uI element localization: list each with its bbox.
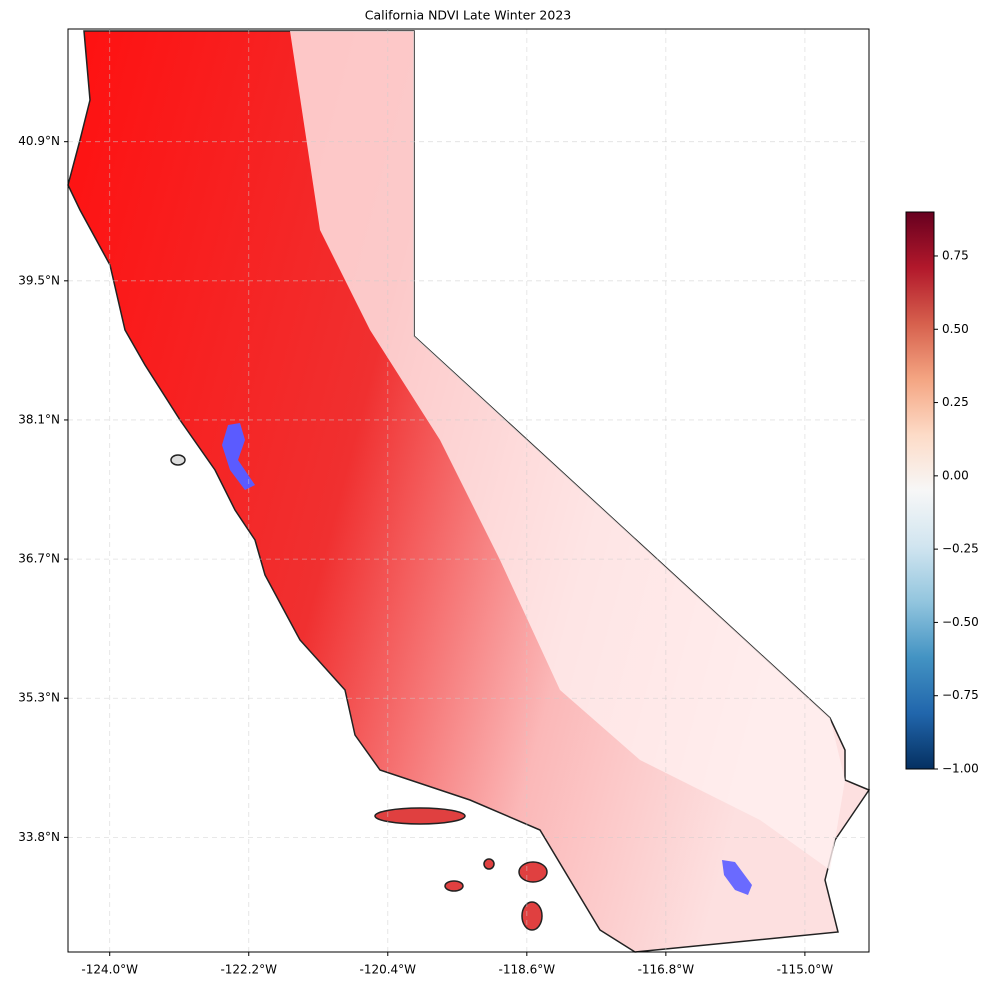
x-tick-label: -124.0°W bbox=[81, 963, 138, 977]
plot-frame bbox=[67, 28, 870, 953]
island bbox=[374, 807, 466, 825]
y-tick-label: 35.3°N bbox=[18, 691, 60, 705]
x-tick-label: -116.8°W bbox=[638, 963, 695, 977]
y-tick-label: 39.5°N bbox=[18, 273, 60, 287]
map-area bbox=[67, 29, 871, 953]
island bbox=[444, 880, 464, 892]
colorbar-tick-label: 0.00 bbox=[942, 468, 969, 482]
x-tick-label: -118.6°W bbox=[499, 963, 556, 977]
salton-sea bbox=[722, 860, 752, 895]
x-tick-label: -115.0°W bbox=[777, 963, 834, 977]
y-tick-label: 33.8°N bbox=[18, 830, 60, 844]
colorbar-tick-label: 0.50 bbox=[942, 322, 969, 336]
colorbar-tick-label: −0.75 bbox=[942, 688, 979, 702]
colorbar-tick-label: −1.00 bbox=[942, 762, 979, 776]
island bbox=[483, 858, 495, 870]
colorbar bbox=[905, 211, 935, 770]
x-tick-label: -122.2°W bbox=[220, 963, 277, 977]
island bbox=[518, 861, 548, 883]
colorbar-tick-label: 0.25 bbox=[942, 395, 969, 409]
colorbar-tick-label: −0.50 bbox=[942, 615, 979, 629]
colorbar-tick-label: 0.75 bbox=[942, 248, 969, 262]
island bbox=[170, 454, 186, 466]
desert-region bbox=[290, 31, 845, 870]
bay bbox=[222, 423, 255, 490]
colorbar-tick-label: −0.25 bbox=[942, 542, 979, 556]
y-tick-label: 40.9°N bbox=[18, 134, 60, 148]
y-tick-label: 36.7°N bbox=[18, 552, 60, 566]
y-tick-label: 38.1°N bbox=[18, 412, 60, 426]
chart-title: California NDVI Late Winter 2023 bbox=[365, 8, 571, 23]
x-tick-label: -120.4°W bbox=[360, 963, 417, 977]
island bbox=[521, 901, 543, 931]
